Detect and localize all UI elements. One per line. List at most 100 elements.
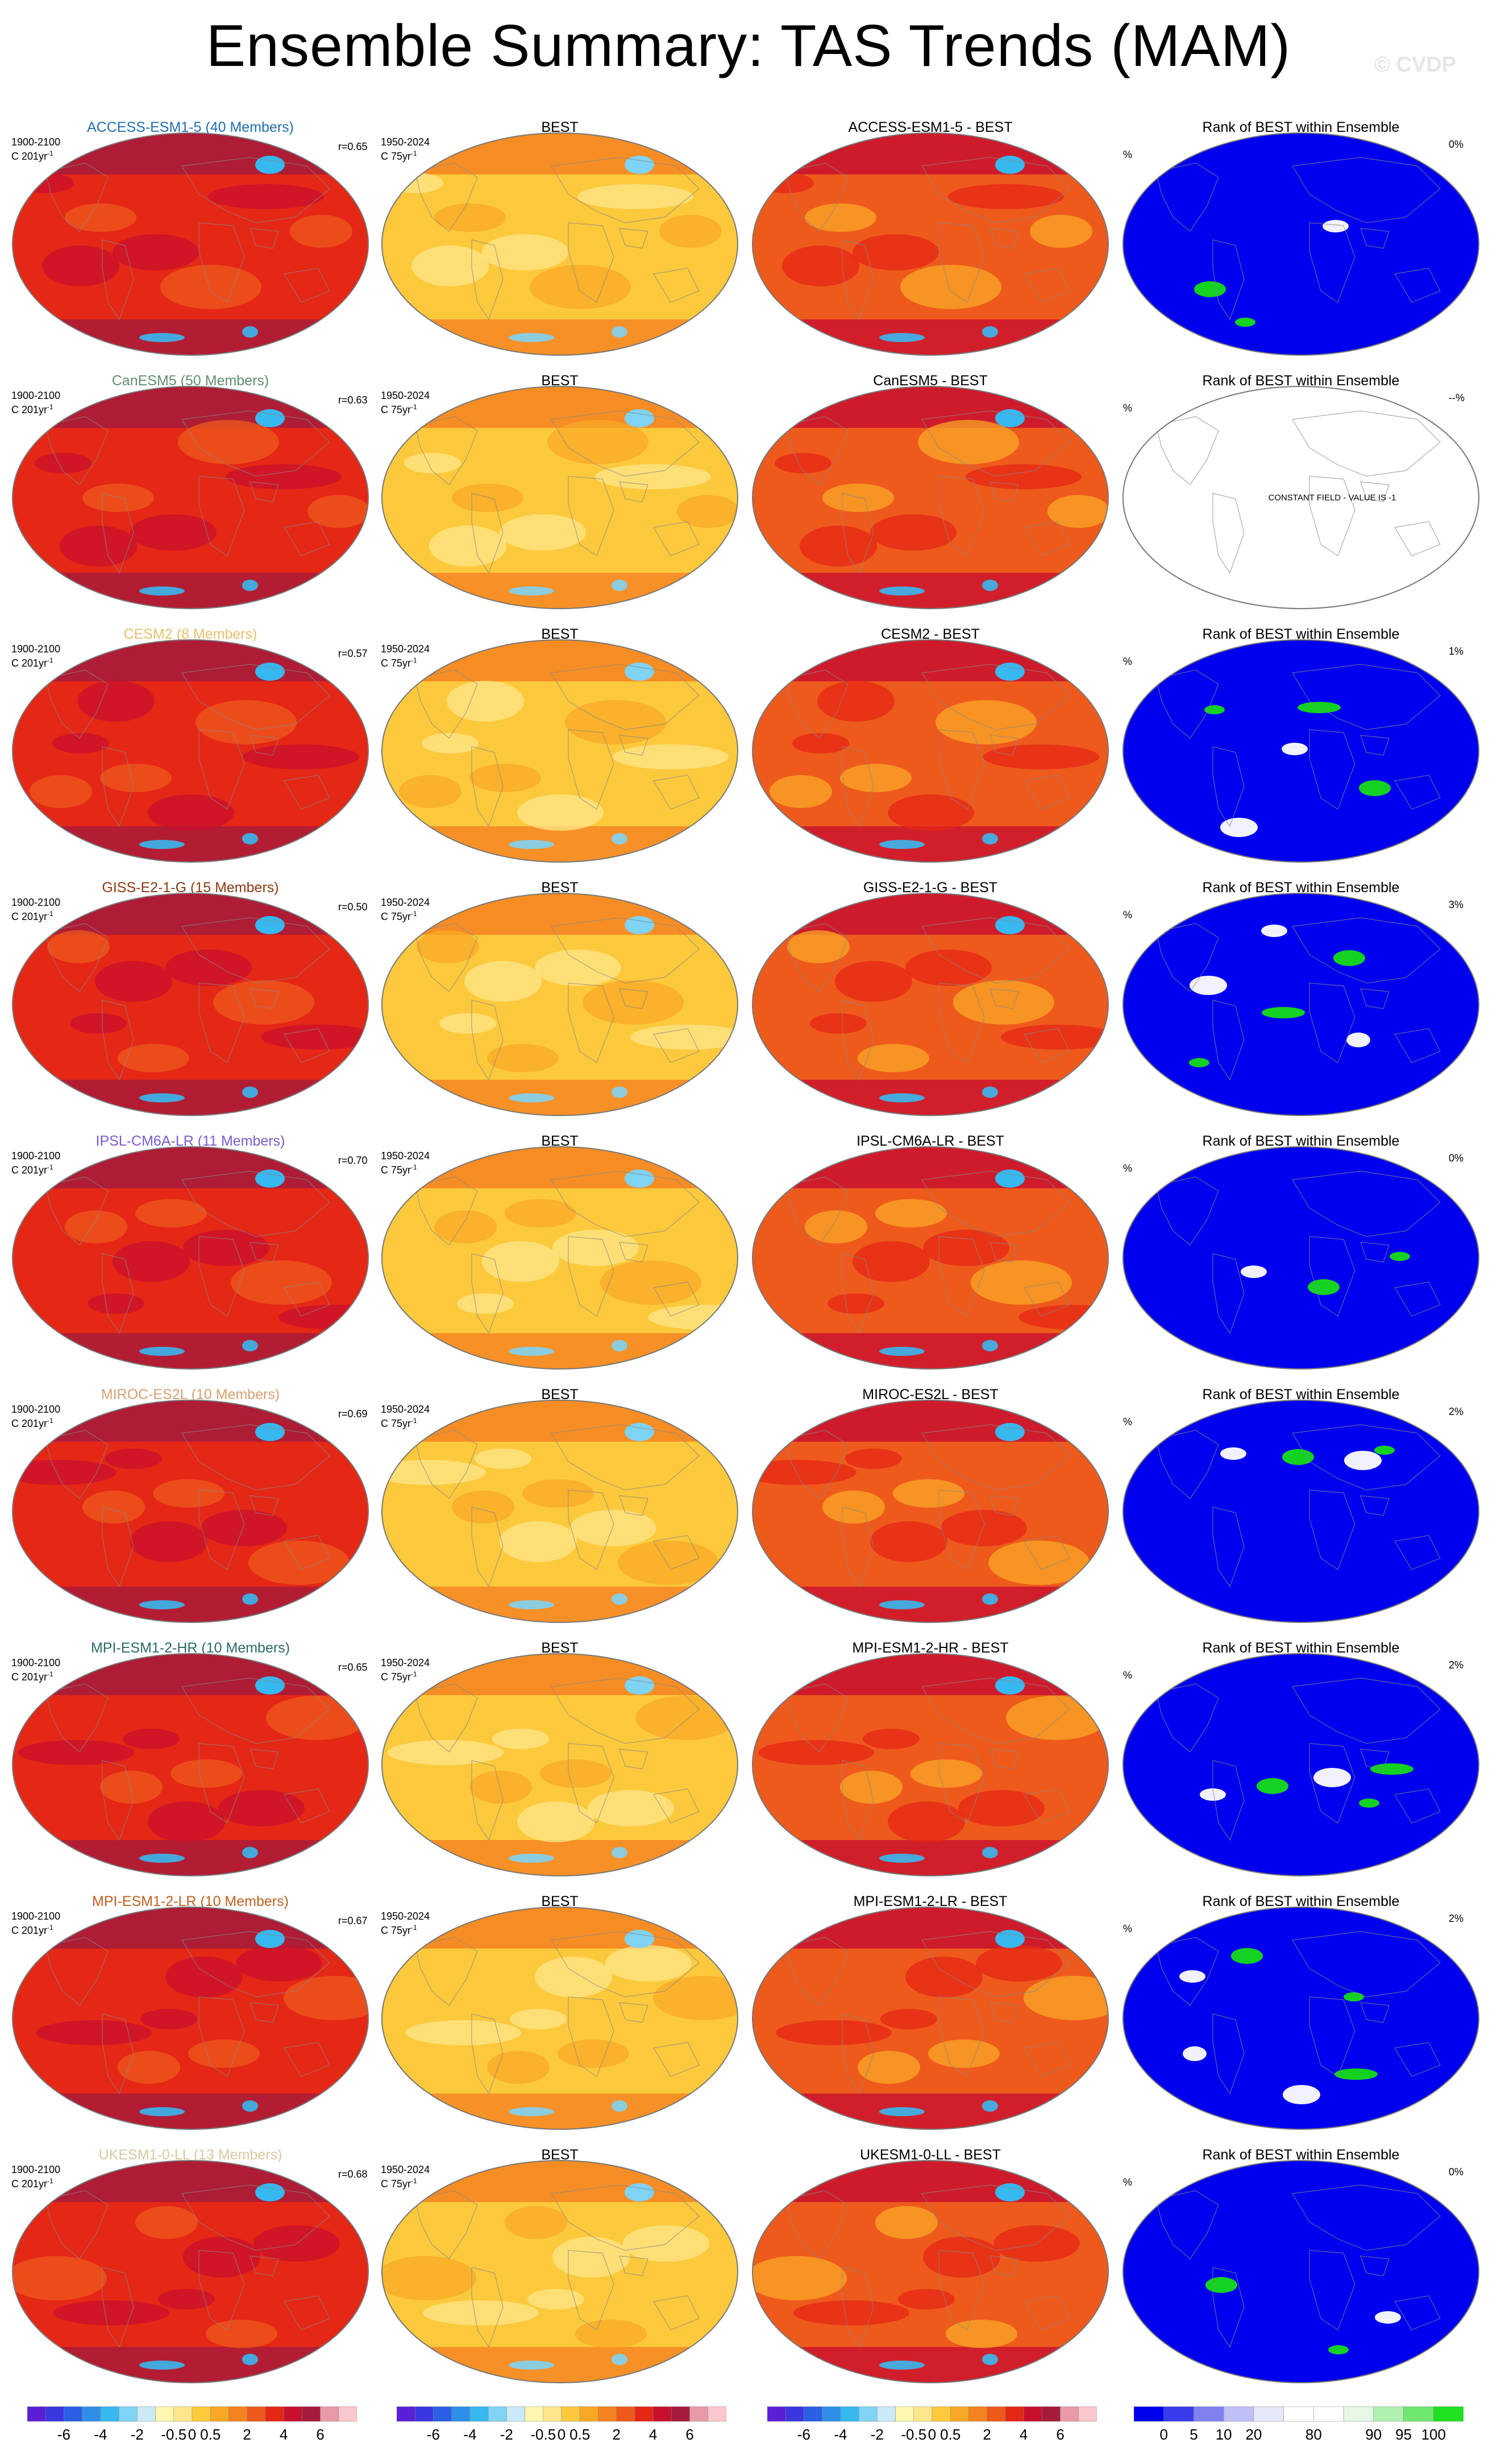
obs-units-label: C 75yr-1 xyxy=(381,1162,417,1176)
colorbar-swatch xyxy=(525,2406,544,2422)
model-units-exponent: -1 xyxy=(47,149,53,157)
colorbar-swatch xyxy=(137,2406,156,2422)
colorbar-swatch xyxy=(433,2406,452,2422)
model-units-text: C 201yr xyxy=(11,657,48,669)
rank-map xyxy=(1122,1146,1480,1370)
obs-units-exponent: -1 xyxy=(411,1163,417,1171)
colorbar-swatch xyxy=(840,2406,859,2422)
colorbar-swatch xyxy=(451,2406,471,2422)
colorbar-swatch xyxy=(895,2406,914,2422)
rank-percent-label: --% xyxy=(1449,392,1465,403)
colorbar-tick-label: 0.5 xyxy=(569,2426,591,2443)
rank-units-label: % xyxy=(1123,1163,1133,1174)
diff-panel: CanESM5 - BEST xyxy=(746,367,1115,617)
colorbar-tick-label: -4 xyxy=(94,2426,107,2443)
rank-units-label: % xyxy=(1123,1923,1133,1934)
colorbar-swatch xyxy=(579,2406,598,2422)
colorbar-swatch xyxy=(950,2406,969,2422)
model-panel: ACCESS-ESM1-5 (40 Members) 1900-2100 C 201… xyxy=(6,114,375,364)
pattern-correlation-label: r=0.67 xyxy=(338,1915,368,1926)
colorbar-swatch xyxy=(543,2406,562,2422)
obs-panel: BEST 1950-2024 C 75yr-1 xyxy=(375,621,745,871)
rank-percent-label: 2% xyxy=(1449,1659,1464,1671)
obs-panel: BEST 1950-2024 C 75yr-1 xyxy=(375,114,745,364)
obs-units-text: C 75yr xyxy=(381,1925,411,1936)
rank-units-label: % xyxy=(1123,149,1133,160)
obs-panel: BEST 1950-2024 C 75yr-1 xyxy=(375,2141,745,2391)
colorbar-swatch xyxy=(1023,2406,1042,2422)
model-units-label: C 201yr-1 xyxy=(11,148,53,162)
diff-panel: ACCESS-ESM1-5 - BEST xyxy=(746,114,1115,364)
model-units-label: C 201yr-1 xyxy=(11,655,53,669)
pattern-correlation-label: r=0.65 xyxy=(338,141,368,152)
colorbar-swatch xyxy=(397,2406,415,2422)
obs-period-label: 1950-2024 xyxy=(381,1404,430,1415)
colorbar-swatch xyxy=(488,2406,507,2422)
pattern-correlation-label: r=0.65 xyxy=(338,1662,368,1673)
rank-percent-label: 2% xyxy=(1449,1406,1464,1417)
diff-map xyxy=(751,1399,1109,1624)
diff-panel: MPI-ESM1-2-HR - BEST xyxy=(746,1634,1115,1884)
page-title: Ensemble Summary: TAS Trends (MAM) xyxy=(206,13,1291,79)
colorbar-swatch xyxy=(1313,2406,1344,2422)
obs-units-label: C 75yr-1 xyxy=(381,148,417,162)
obs-map xyxy=(381,1146,739,1370)
colorbar-swatch xyxy=(45,2406,64,2422)
diff-panel: MPI-ESM1-2-LR - BEST xyxy=(746,1888,1115,2138)
colorbar-tick-label: -4 xyxy=(834,2426,847,2443)
rank-panel: Rank of BEST within Ensemble% 0% xyxy=(1116,114,1486,364)
colorbar-swatch xyxy=(1223,2406,1254,2422)
diff-map xyxy=(751,1906,1109,2130)
rank-panel: Rank of BEST within Ensemble% 2% xyxy=(1116,1888,1486,2138)
colorbar-swatch xyxy=(1078,2406,1097,2422)
colorbar-swatch xyxy=(1194,2406,1224,2422)
colorbar-swatch xyxy=(283,2406,302,2422)
obs-units-text: C 75yr xyxy=(381,911,411,922)
colorbar-tick-label: 95 xyxy=(1395,2426,1412,2443)
model-map xyxy=(11,1906,369,2130)
colorbar-swatch xyxy=(506,2406,525,2422)
obs-map xyxy=(381,639,739,863)
colorbar-swatch xyxy=(708,2406,726,2422)
pattern-correlation-label: r=0.63 xyxy=(338,394,368,406)
colorbar-swatch xyxy=(822,2406,841,2422)
colorbar-tick-label: 2 xyxy=(612,2426,621,2443)
obs-units-text: C 75yr xyxy=(381,2178,411,2190)
obs-units-exponent: -1 xyxy=(411,910,417,918)
colorbar-tick-label: 2 xyxy=(983,2426,991,2443)
diff-panel: IPSL-CM6A-LR - BEST xyxy=(746,1127,1115,1377)
rank-units-label: % xyxy=(1123,1416,1133,1427)
rank-percent-label: 0% xyxy=(1449,139,1464,150)
colorbar-swatch xyxy=(1403,2406,1434,2422)
colorbar-tick-label: -6 xyxy=(426,2426,440,2443)
colorbar-swatch xyxy=(767,2406,786,2422)
colorbar-tick-label: 0.5 xyxy=(940,2426,961,2443)
colorbar-swatch xyxy=(155,2406,174,2422)
colorbar-swatch xyxy=(1042,2406,1061,2422)
obs-units-label: C 75yr-1 xyxy=(381,1922,417,1936)
obs-units-exponent: -1 xyxy=(411,2177,417,2185)
rank-percent-label: 2% xyxy=(1449,1913,1464,1924)
colorbar-swatch xyxy=(320,2406,339,2422)
rank-panel: Rank of BEST within Ensemble% 0% xyxy=(1116,1127,1486,1377)
colorbar-swatch xyxy=(652,2406,672,2422)
model-units-label: C 201yr-1 xyxy=(11,401,53,415)
colorbar-swatch xyxy=(858,2406,878,2422)
colorbar-tick-label: 4 xyxy=(1019,2426,1028,2443)
rank-colorbar: 0 5 10 20 80 90 95 100 xyxy=(1134,2405,1497,2451)
diff-map xyxy=(751,892,1109,1117)
obs-units-text: C 75yr xyxy=(381,151,411,162)
colorbar-swatch xyxy=(469,2406,489,2422)
copyright-label: © CVDP xyxy=(1374,53,1457,77)
colorbar-swatch xyxy=(1005,2406,1024,2422)
obs-panel: BEST 1950-2024 C 75yr-1 xyxy=(375,367,745,617)
colorbar-tick-label: -2 xyxy=(870,2426,884,2443)
colorbar-tick-label: 20 xyxy=(1245,2426,1262,2443)
rank-units-label: % xyxy=(1123,1670,1133,1681)
colorbar-swatch xyxy=(228,2406,247,2422)
colorbar-swatch xyxy=(82,2406,101,2422)
obs-units-label: C 75yr-1 xyxy=(381,1668,417,1683)
obs-units-label: C 75yr-1 xyxy=(381,1415,417,1429)
pattern-correlation-label: r=0.57 xyxy=(338,648,368,659)
rank-units-label: % xyxy=(1123,402,1133,414)
